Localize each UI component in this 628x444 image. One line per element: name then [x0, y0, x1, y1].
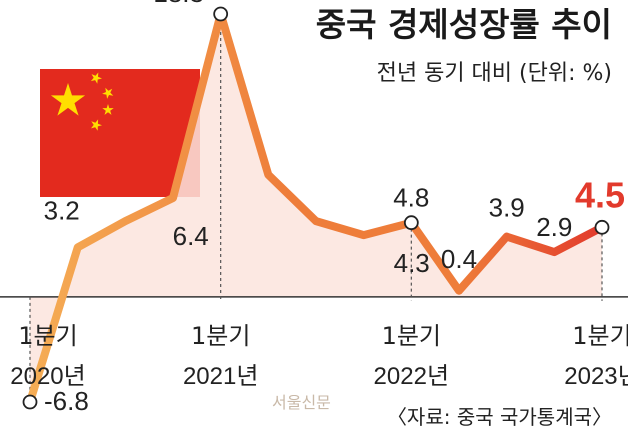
flag-small-star: [102, 104, 114, 115]
chart-subtitle: 전년 동기 대비 (단위: %): [377, 61, 612, 86]
point-marker: [403, 215, 419, 231]
x-tick-year: 2020년: [10, 363, 85, 390]
value-label: 18.3: [153, 0, 204, 8]
point-markers: [22, 6, 610, 410]
watermark: 서울신문: [272, 393, 331, 412]
value-label: -6.8: [44, 386, 89, 416]
value-label: 3.9: [489, 193, 525, 223]
x-tick-quarter: 1분기: [191, 322, 250, 350]
value-labels: -6.8 3.2 6.4 18.3 4.3 4.8 0.4 3.9 2.94.5: [44, 0, 625, 416]
point-marker: [213, 6, 229, 22]
x-tick-quarter: 1분기: [382, 322, 441, 350]
value-label: 4.3: [394, 248, 430, 278]
x-tick-year: 2023년: [564, 363, 628, 390]
x-tick-quarter: 1분기: [572, 322, 628, 350]
flag-small-star: [91, 119, 102, 131]
flag-large-star: [50, 83, 86, 116]
guide-lines: [29, 14, 603, 406]
value-label-latest: 4.5: [575, 174, 625, 215]
value-label: 2.9: [536, 212, 572, 242]
flag-small-star: [90, 72, 102, 84]
x-tick-quarter: 1분기: [18, 322, 77, 350]
china-flag-icon: [40, 69, 200, 197]
x-tick-year: 2022년: [374, 363, 449, 390]
x-tick-year: 2021년: [183, 363, 258, 390]
series-line: [26, 10, 606, 406]
point-marker: [22, 394, 38, 410]
value-label: 4.8: [393, 183, 429, 213]
value-label: 3.2: [44, 195, 80, 225]
value-label: 6.4: [173, 221, 209, 251]
value-label: 0.4: [441, 244, 477, 274]
x-tick-labels: 1분기 2020년 1분기 2021년 1분기 2022년 1분기 2023년: [10, 322, 628, 390]
chart-title: 중국 경제성장률 추이: [316, 5, 612, 44]
source-note: 〈자료: 중국 국가통계국〉: [387, 405, 612, 429]
flag-small-star: [102, 87, 114, 99]
point-marker: [594, 219, 610, 235]
